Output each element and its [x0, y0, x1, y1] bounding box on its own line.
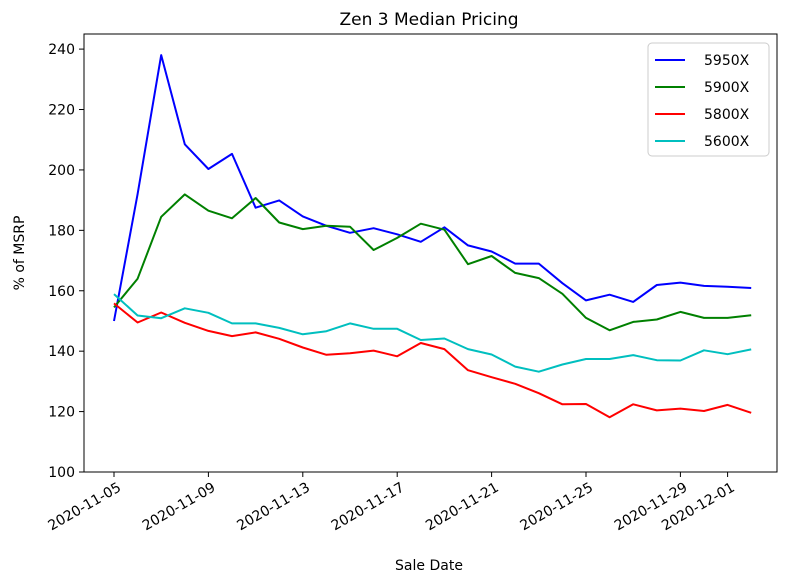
- plot-area: [83, 33, 778, 473]
- y-tick-label: 100: [48, 465, 75, 481]
- x-tick-label: 2020-11-21: [423, 480, 501, 535]
- chart-title: Zen 3 Median Pricing: [339, 10, 518, 30]
- y-tick-label: 180: [48, 223, 75, 239]
- x-tick-label: 2020-11-05: [46, 480, 124, 535]
- series-line-5950x: [113, 54, 752, 322]
- series-line-5600x: [113, 293, 752, 373]
- series-line-5900x: [113, 193, 752, 332]
- series-layer: [113, 54, 752, 419]
- x-tick-label: 2020-11-17: [329, 480, 407, 535]
- y-tick-label: 140: [48, 344, 75, 360]
- y-tick-label: 240: [48, 42, 75, 58]
- legend-box: [647, 42, 770, 157]
- legend-label-5800x: 5800X: [704, 107, 750, 123]
- x-tick-label: 2020-11-25: [518, 480, 596, 535]
- x-axis: 2020-11-05 2020-11-09 2020-11-13 2020-11-17…: [46, 472, 738, 534]
- y-tick-label: 120: [48, 405, 75, 421]
- series-line-5800x: [113, 302, 752, 419]
- y-tick-label: 220: [48, 103, 75, 119]
- y-axis-title: % of MSRP: [12, 216, 28, 291]
- x-axis-title: Sale Date: [395, 558, 463, 574]
- y-tick-label: 200: [48, 163, 75, 179]
- y-tick-label: 160: [48, 284, 75, 300]
- y-axis: 100 120 140 160 180 200 220 240: [48, 42, 84, 481]
- x-tick-label: 2020-11-09: [140, 480, 218, 535]
- legend-label-5950x: 5950X: [704, 53, 750, 69]
- legend-label-5900x: 5900X: [704, 80, 750, 96]
- legend-label-5600x: 5600X: [704, 134, 750, 150]
- x-tick-label: 2020-11-13: [234, 480, 312, 535]
- legend: 5950X 5900X 5800X 5600X: [647, 42, 770, 157]
